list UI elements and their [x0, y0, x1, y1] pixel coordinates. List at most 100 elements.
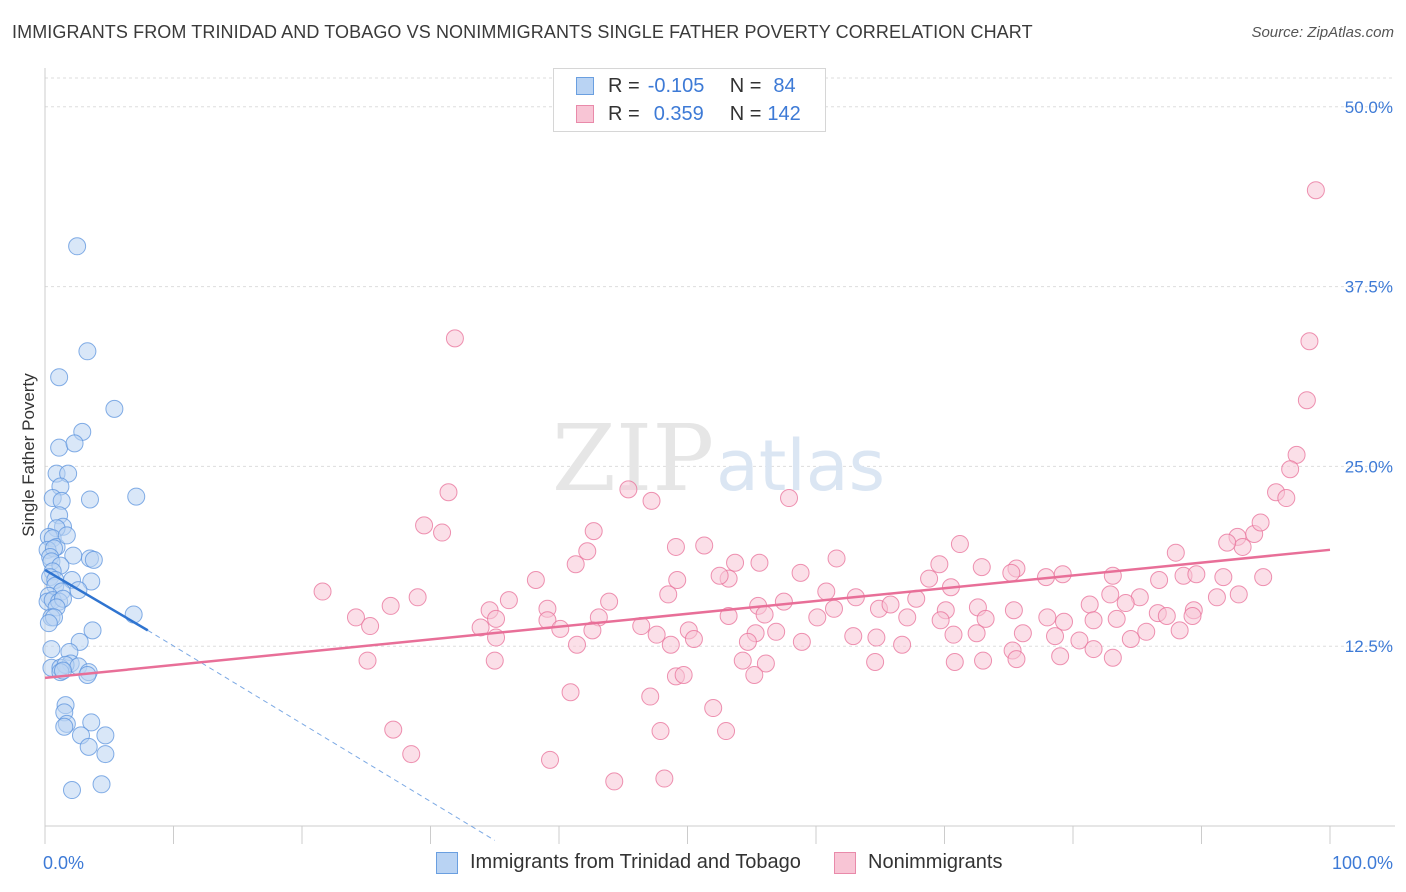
point-nonimmigrant [866, 653, 885, 672]
legend-row-immigrants: R = -0.105 N = 84 [576, 74, 796, 98]
point-nonimmigrant [566, 555, 585, 574]
point-nonimmigrant [780, 489, 799, 508]
trend-lines [44, 548, 1331, 841]
data-points [38, 181, 1325, 800]
point-nonimmigrant [541, 750, 560, 769]
y-tick-label: 37.5% [1345, 278, 1393, 297]
point-nonimmigrant [791, 563, 810, 582]
point-nonimmigrant [717, 722, 736, 741]
point-nonimmigrant [578, 542, 597, 561]
point-immigrant [82, 713, 101, 732]
point-nonimmigrant [755, 605, 774, 624]
legend-r-value: -0.105 [647, 74, 705, 97]
point-nonimmigrant [1214, 568, 1233, 587]
legend-r-label: R = [608, 102, 640, 125]
point-nonimmigrant [1150, 571, 1169, 590]
y-axis-label: Single Father Poverty [19, 373, 38, 537]
point-nonimmigrant [898, 608, 917, 627]
point-nonimmigrant [1251, 513, 1270, 532]
point-nonimmigrant [1170, 621, 1189, 640]
point-nonimmigrant [415, 516, 434, 535]
point-nonimmigrant [666, 537, 685, 556]
point-nonimmigrant [881, 595, 900, 614]
point-nonimmigrant [1183, 606, 1202, 625]
legend-r-label: R = [608, 74, 640, 97]
point-nonimmigrant [402, 745, 421, 764]
point-immigrant [92, 775, 111, 794]
point-nonimmigrant [1103, 648, 1122, 667]
y-tick-label: 25.0% [1345, 457, 1393, 476]
point-nonimmigrant [1254, 568, 1273, 587]
point-nonimmigrant [668, 571, 687, 590]
point-immigrant [68, 237, 87, 256]
point-nonimmigrant [1297, 391, 1316, 410]
point-immigrant [50, 368, 69, 387]
x-tick-label: 100.0% [1332, 853, 1393, 873]
point-nonimmigrant [499, 591, 518, 610]
point-nonimmigrant [439, 483, 458, 502]
point-immigrant [124, 605, 143, 624]
point-nonimmigrant [974, 651, 993, 670]
point-nonimmigrant [526, 571, 545, 590]
point-nonimmigrant [1229, 585, 1248, 604]
point-nonimmigrant [1101, 585, 1120, 604]
point-nonimmigrant [808, 608, 827, 627]
point-nonimmigrant [756, 654, 775, 673]
point-nonimmigrant [661, 635, 680, 654]
point-immigrant [127, 487, 146, 506]
point-nonimmigrant [1300, 332, 1319, 351]
point-nonimmigrant [561, 683, 580, 702]
point-immigrant [78, 342, 97, 361]
point-nonimmigrant [384, 720, 403, 739]
point-nonimmigrant [659, 585, 678, 604]
series-legend-immigrants: Immigrants from Trinidad and Tobago [436, 851, 801, 874]
point-immigrant [79, 737, 98, 756]
point-immigrant [65, 434, 84, 453]
point-nonimmigrant [584, 522, 603, 541]
point-nonimmigrant [1187, 565, 1206, 584]
axes [44, 68, 1395, 844]
series-swatch-blue [436, 851, 458, 874]
point-nonimmigrant [1004, 601, 1023, 620]
point-nonimmigrant [651, 722, 670, 741]
point-nonimmigrant [950, 535, 969, 554]
point-nonimmigrant [1306, 181, 1325, 200]
point-nonimmigrant [567, 635, 586, 654]
point-nonimmigrant [583, 621, 602, 640]
point-nonimmigrant [600, 592, 619, 611]
series-swatch-pink [834, 851, 856, 874]
legend-row-nonimmigrants: R = 0.359 N = 142 [576, 102, 801, 126]
legend-n-label: N = [729, 74, 762, 97]
point-nonimmigrant [1038, 608, 1057, 627]
grid-lines [45, 77, 1395, 647]
point-nonimmigrant [485, 651, 504, 670]
trend-line-immigrants-dashed [147, 629, 496, 841]
trend-line-nonimmigrants [44, 548, 1331, 680]
point-nonimmigrant [358, 651, 377, 670]
point-nonimmigrant [655, 769, 674, 788]
point-nonimmigrant [605, 772, 624, 791]
point-nonimmigrant [844, 627, 863, 646]
point-immigrant [62, 781, 81, 800]
point-nonimmigrant [738, 632, 757, 651]
point-nonimmigrant [1107, 609, 1126, 628]
point-nonimmigrant [1218, 533, 1237, 552]
series-label-nonimmigrants: Nonimmigrants [868, 851, 1003, 873]
point-nonimmigrant [767, 622, 786, 641]
point-nonimmigrant [976, 609, 995, 628]
point-nonimmigrant [642, 491, 661, 510]
point-nonimmigrant [745, 665, 764, 684]
point-nonimmigrant [684, 630, 703, 648]
point-nonimmigrant [1051, 647, 1070, 666]
point-nonimmigrant [471, 618, 490, 637]
point-nonimmigrant [726, 553, 745, 572]
point-nonimmigrant [1233, 537, 1252, 556]
point-nonimmigrant [930, 555, 949, 574]
point-nonimmigrant [1002, 563, 1021, 582]
point-nonimmigrant [719, 606, 738, 625]
point-nonimmigrant [774, 592, 793, 611]
point-nonimmigrant [1055, 612, 1074, 631]
series-label-immigrants: Immigrants from Trinidad and Tobago [470, 851, 801, 873]
point-immigrant [57, 526, 76, 545]
